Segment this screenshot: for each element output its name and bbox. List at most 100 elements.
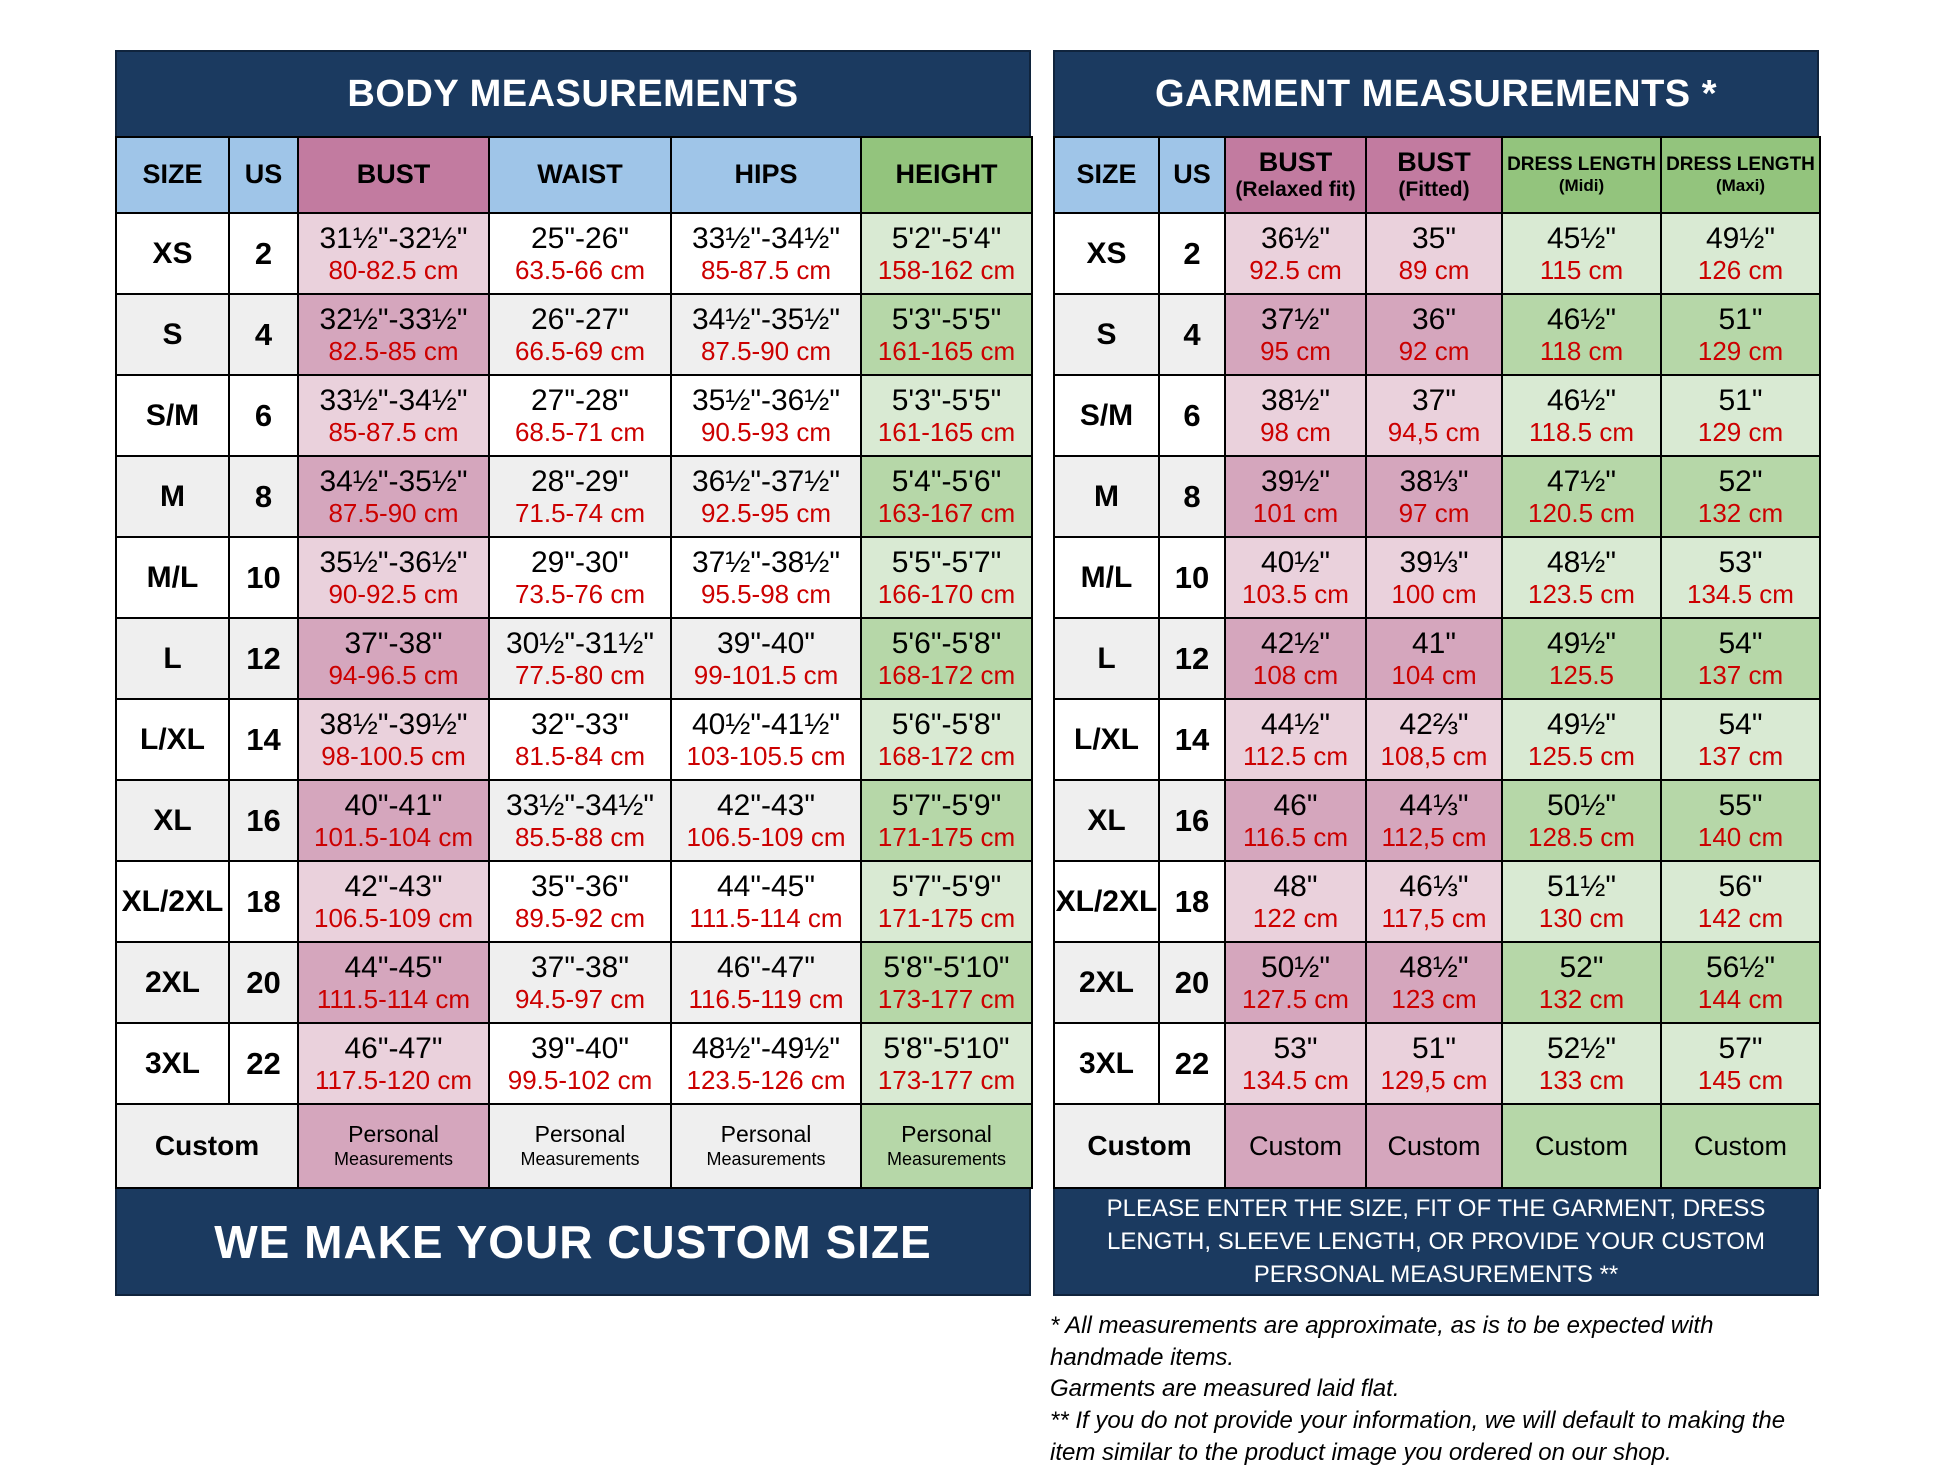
hips-cell: 46"-47" 116.5-119 cm	[670, 941, 862, 1024]
inch-value: 46"-47"	[716, 950, 816, 984]
dress-length-maxi-cell: 56" 142 cm	[1660, 860, 1821, 943]
column-header-bust: BUST	[297, 136, 490, 214]
cm-value: 94,5 cm	[1387, 417, 1481, 448]
hips-cell: 35½"-36½" 90.5-93 cm	[670, 374, 862, 457]
bust-cell: 37"-38" 94-96.5 cm	[297, 617, 490, 700]
garment-measurements-table: SIZE US BUST (Relaxed fit) BUST (Fitted) D…	[1053, 136, 1821, 1189]
waist-cell: 39"-40" 99.5-102 cm	[488, 1022, 672, 1105]
inch-value: 49½"	[1705, 221, 1776, 255]
us-size-cell: 12	[1158, 617, 1226, 700]
cm-value: 171-175 cm	[877, 903, 1016, 934]
cm-value: 87.5-90 cm	[700, 336, 832, 367]
waist-cell: 29"-30" 73.5-76 cm	[488, 536, 672, 619]
table-row: S 4 37½" 95 cm 36" 92 cm 46½" 118 cm 51" 129…	[1053, 293, 1821, 376]
hips-cell: 37½"-38½" 95.5-98 cm	[670, 536, 862, 619]
us-size-cell: 22	[228, 1022, 299, 1105]
cm-value: 98 cm	[1260, 417, 1331, 448]
inch-value: 48"	[1273, 869, 1318, 903]
hips-cell: 42"-43" 106.5-109 cm	[670, 779, 862, 862]
table-row: L 12 37"-38" 94-96.5 cm 30½"-31½" 77.5-80 …	[115, 617, 1033, 700]
inch-value: 33½"-34½"	[505, 788, 655, 822]
inch-value: 33½"-34½"	[319, 383, 468, 417]
cm-value: 95.5-98 cm	[700, 579, 832, 610]
cm-value: 129,5 cm	[1380, 1065, 1488, 1096]
cm-value: 85-87.5 cm	[328, 417, 459, 448]
cm-value: 100 cm	[1391, 579, 1477, 610]
inch-value: 32½"-33½"	[319, 302, 468, 336]
us-size-cell: 22	[1158, 1022, 1226, 1105]
inch-value: 5'7"-5'9"	[891, 869, 1002, 903]
cm-value: 171-175 cm	[877, 822, 1016, 853]
inch-value: 51½"	[1546, 869, 1617, 903]
inch-value: 35"-36"	[530, 869, 630, 903]
custom-size-label: Custom	[1053, 1103, 1226, 1189]
cm-value: 120.5 cm	[1528, 498, 1635, 529]
inch-value: 30½"-31½"	[505, 626, 655, 660]
us-size-cell: 16	[1158, 779, 1226, 862]
hips-cell: 33½"-34½" 85-87.5 cm	[670, 212, 862, 295]
size-cell: XS	[1053, 212, 1160, 295]
cm-value: 137 cm	[1697, 660, 1784, 691]
inch-value: 5'8"-5'10"	[883, 1031, 1010, 1065]
us-size-cell: 18	[228, 860, 299, 943]
bust-relaxed-cell: 53" 134.5 cm	[1224, 1022, 1367, 1105]
inch-value: 51"	[1718, 302, 1763, 336]
us-size-cell: 12	[228, 617, 299, 700]
dress-length-maxi-cell: 51" 129 cm	[1660, 374, 1821, 457]
inch-value: 46"-47"	[344, 1031, 443, 1065]
bust-relaxed-cell: 37½" 95 cm	[1224, 293, 1367, 376]
bust-relaxed-cell: 50½" 127.5 cm	[1224, 941, 1367, 1024]
cm-value: 126 cm	[1697, 255, 1784, 286]
body-table-rows: XS 2 31½"-32½" 80-82.5 cm 25"-26" 63.5-66 …	[115, 212, 1033, 1105]
bust-cell: 32½"-33½" 82.5-85 cm	[297, 293, 490, 376]
cm-value: 99-101.5 cm	[693, 660, 839, 691]
inch-value: 54"	[1718, 707, 1763, 741]
table-row: L 12 42½" 108 cm 41" 104 cm 49½" 125.5 54" 1…	[1053, 617, 1821, 700]
size-cell: 2XL	[115, 941, 230, 1024]
height-cell: 5'4"-5'6" 163-167 cm	[860, 455, 1033, 538]
bust-relaxed-cell: 42½" 108 cm	[1224, 617, 1367, 700]
us-size-cell: 20	[1158, 941, 1226, 1024]
bust-fitted-cell: 37" 94,5 cm	[1365, 374, 1503, 457]
inch-value: 36"	[1411, 302, 1457, 336]
cm-value: 94.5-97 cm	[514, 984, 646, 1015]
cm-value: 168-172 cm	[877, 660, 1016, 691]
waist-cell: 35"-36" 89.5-92 cm	[488, 860, 672, 943]
bust-fitted-cell: 41" 104 cm	[1365, 617, 1503, 700]
us-size-cell: 4	[1158, 293, 1226, 376]
waist-cell: 37"-38" 94.5-97 cm	[488, 941, 672, 1024]
table-row: S 4 32½"-33½" 82.5-85 cm 26"-27" 66.5-69 c…	[115, 293, 1033, 376]
dress-length-maxi-cell: 57" 145 cm	[1660, 1022, 1821, 1105]
size-cell: 3XL	[115, 1022, 230, 1105]
custom-bust-cell: Personal Measurements	[297, 1103, 490, 1189]
custom-waist-cell: Personal Measurements	[488, 1103, 672, 1189]
dress-length-midi-cell: 46½" 118 cm	[1501, 293, 1662, 376]
size-cell: M	[1053, 455, 1160, 538]
inch-value: 52½"	[1546, 1031, 1617, 1065]
garment-measurements-section: GARMENT MEASUREMENTS * SIZE US BUST (Rela…	[1053, 50, 1821, 1296]
inch-value: 53"	[1718, 545, 1763, 579]
custom-midi-cell: Custom	[1501, 1103, 1662, 1189]
cm-value: 168-172 cm	[877, 741, 1016, 772]
garment-table-title: GARMENT MEASUREMENTS *	[1053, 50, 1819, 136]
column-header-size: SIZE	[115, 136, 230, 214]
size-cell: XL/2XL	[115, 860, 230, 943]
dress-length-midi-cell: 45½" 115 cm	[1501, 212, 1662, 295]
footnote-laid-flat: Garments are measured laid flat.	[1050, 1375, 1400, 1403]
cm-value: 116.5-119 cm	[688, 984, 844, 1015]
inch-value: 5'3"-5'5"	[891, 383, 1002, 417]
size-cell: 3XL	[1053, 1022, 1160, 1105]
bust-relaxed-cell: 44½" 112.5 cm	[1224, 698, 1367, 781]
bust-fitted-cell: 51" 129,5 cm	[1365, 1022, 1503, 1105]
inch-value: 46"	[1273, 788, 1318, 822]
cm-value: 117.5-120 cm	[314, 1065, 473, 1096]
inch-value: 40½"-41½"	[691, 707, 841, 741]
cm-value: 82.5-85 cm	[328, 336, 459, 367]
inch-value: 44"-45"	[716, 869, 816, 903]
cm-value: 108 cm	[1252, 660, 1339, 691]
inch-value: 37"	[1411, 383, 1457, 417]
inch-value: 39⅓"	[1399, 545, 1469, 579]
body-table-header: SIZE US BUST WAIST HIPS HEIGHT	[115, 136, 1033, 214]
dress-length-maxi-cell: 53" 134.5 cm	[1660, 536, 1821, 619]
size-cell: L/XL	[115, 698, 230, 781]
